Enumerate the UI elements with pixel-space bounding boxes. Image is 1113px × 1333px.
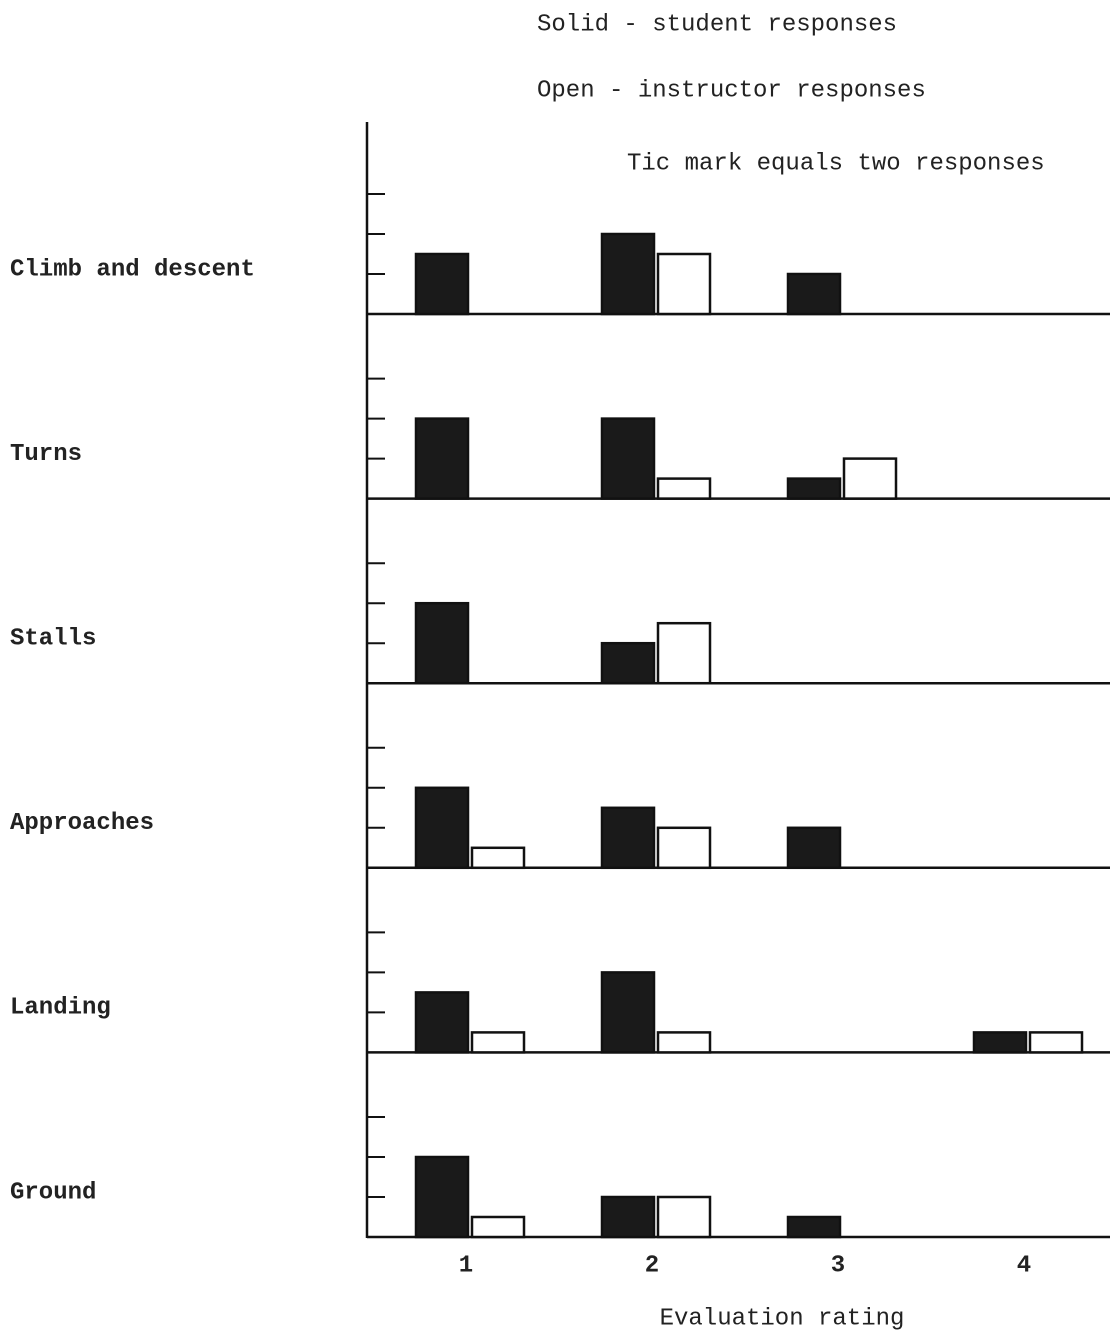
bar xyxy=(470,1215,526,1239)
bar xyxy=(656,1031,712,1054)
bar xyxy=(656,477,712,500)
bar xyxy=(600,232,656,316)
bar xyxy=(414,252,470,316)
bar xyxy=(600,806,656,870)
bar xyxy=(656,252,712,316)
bar xyxy=(470,846,526,870)
row-label: Approaches xyxy=(10,810,154,837)
row-label: Stalls xyxy=(10,626,96,653)
bar xyxy=(600,1195,656,1239)
x-tick-label: 2 xyxy=(645,1252,659,1279)
bar xyxy=(414,417,470,500)
row-label: Turns xyxy=(10,441,82,468)
bar xyxy=(786,826,842,870)
bar xyxy=(786,1215,842,1239)
x-axis-label: Evaluation rating xyxy=(660,1305,905,1332)
bar xyxy=(414,991,470,1054)
bar xyxy=(786,272,842,316)
x-tick-label: 4 xyxy=(1017,1252,1031,1279)
bar xyxy=(656,826,712,870)
bar xyxy=(972,1031,1028,1054)
bar xyxy=(656,1195,712,1239)
bar xyxy=(470,1031,526,1054)
row-label: Landing xyxy=(10,995,111,1022)
bar xyxy=(1028,1031,1084,1054)
legend-solid: Solid - student responses xyxy=(537,11,897,38)
legend-open: Open - instructor responses xyxy=(537,77,926,104)
x-tick-label: 1 xyxy=(459,1252,473,1279)
bar xyxy=(600,971,656,1054)
note: Tic mark equals two responses xyxy=(627,150,1045,177)
bar xyxy=(600,641,656,685)
bar xyxy=(600,417,656,500)
bar xyxy=(656,621,712,685)
bar xyxy=(786,477,842,500)
bar xyxy=(842,457,898,500)
x-tick-label: 3 xyxy=(831,1252,845,1279)
bar xyxy=(414,786,470,870)
row-label: Climb and descent xyxy=(10,256,255,283)
bar xyxy=(414,601,470,685)
row-label: Ground xyxy=(10,1179,96,1206)
bar xyxy=(414,1155,470,1239)
